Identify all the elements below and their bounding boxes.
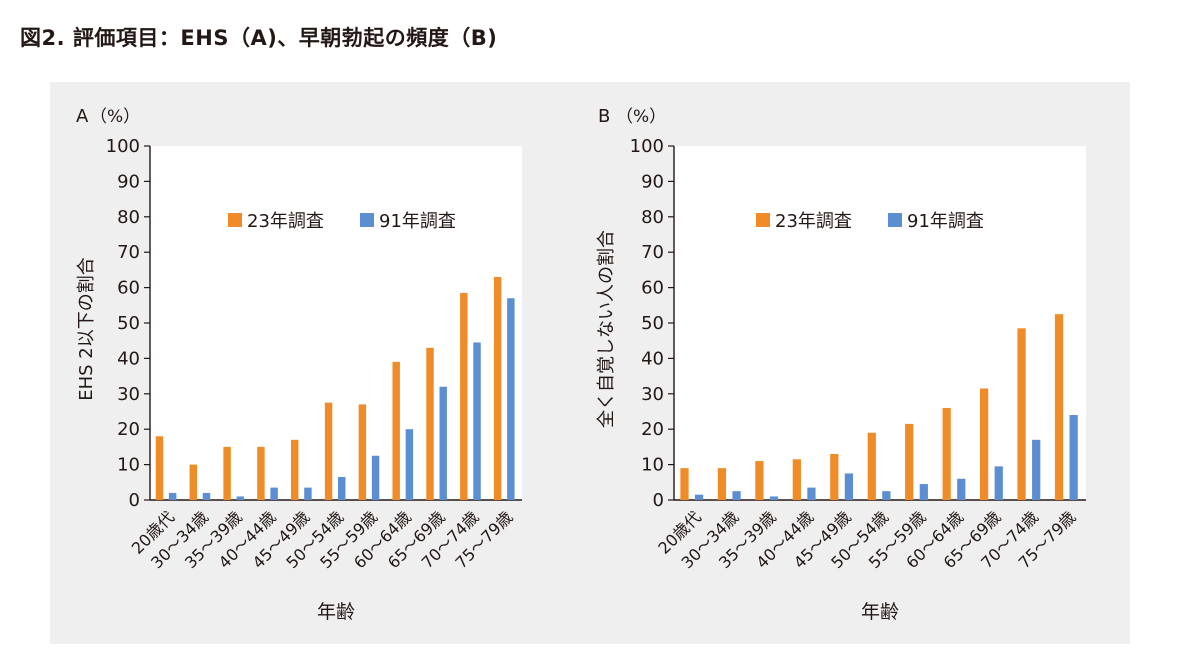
figure-title: 図2. 評価項目：EHS（A)、早朝勃起の頻度（B): [20, 26, 498, 50]
bar-series-2: [732, 491, 741, 500]
x-axis-title: 年齢: [317, 601, 355, 623]
plot-area: [674, 146, 1086, 500]
bar-series-1: [155, 436, 164, 500]
legend-swatch: [888, 213, 902, 227]
y-tick-label: 80: [117, 207, 140, 228]
bar-series-2: [882, 491, 891, 500]
bar-series-2: [694, 494, 704, 500]
bar-series-2: [405, 429, 414, 500]
bar-series-1: [905, 423, 914, 500]
x-axis-title: 年齢: [861, 601, 899, 623]
y-tick-label: 50: [641, 313, 664, 334]
y-tick-label: 90: [117, 171, 140, 192]
bar-series-2: [1032, 439, 1041, 500]
bar-series-1: [792, 459, 801, 500]
y-tick-label: 70: [641, 242, 664, 263]
bar-series-2: [338, 476, 346, 500]
y-tick-label: 60: [641, 278, 664, 299]
y-tick-label: 90: [641, 171, 664, 192]
unit-label: （%）: [616, 107, 666, 127]
bar-series-2: [371, 455, 380, 500]
bar-series-2: [168, 492, 177, 500]
bar-series-2: [1069, 415, 1078, 500]
bar-series-1: [493, 276, 502, 500]
y-tick-label: 20: [117, 419, 140, 440]
bar-series-1: [717, 468, 727, 500]
y-tick-label: 0: [653, 490, 664, 511]
y-tick-label: 80: [641, 207, 664, 228]
bar-series-1: [392, 361, 400, 500]
y-tick-label: 30: [117, 384, 140, 405]
legend-swatch: [756, 213, 770, 227]
panel-label: B: [598, 106, 610, 127]
y-tick-label: 70: [117, 242, 140, 263]
legend: 23年調査 91年調査: [756, 211, 984, 232]
bar-series-1: [755, 461, 764, 500]
legend: 23年調査 91年調査: [228, 211, 456, 232]
y-tick-label: 100: [630, 136, 664, 157]
legend-swatch: [228, 213, 242, 227]
bar-series-1: [189, 464, 198, 500]
unit-label: （%）: [90, 107, 140, 127]
bar-series-2: [507, 298, 515, 500]
figure-panel: A （%） 0 10 20 30 40 50 60 70 80 90 100 EHS 2以下の割合 20歳代…: [50, 82, 1130, 644]
legend-label: 91年調査: [907, 211, 984, 232]
legend-label: 91年調査: [379, 211, 456, 232]
bar-series-2: [473, 342, 481, 500]
bar-series-1: [358, 404, 367, 500]
y-tick-label: 40: [641, 348, 664, 369]
bar-series-2: [994, 466, 1003, 500]
legend-swatch: [360, 213, 374, 227]
chart-panel-b: B （%）0102030405060708090100全く自覚しない人の割合20歳…: [596, 106, 1086, 623]
bar-series-1: [460, 292, 468, 500]
y-tick-label: 20: [641, 419, 664, 440]
bar-series-1: [680, 468, 689, 500]
bar-series-1: [1054, 314, 1064, 500]
bar-series-1: [324, 402, 333, 500]
y-tick-label: 40: [117, 348, 140, 369]
bar-series-1: [867, 432, 876, 500]
bar-series-1: [942, 407, 951, 500]
bar-series-1: [223, 446, 231, 500]
bar-series-2: [202, 492, 211, 500]
bar-series-1: [257, 446, 265, 500]
y-axis-title: 全く自覚しない人の割合: [596, 230, 617, 428]
bar-series-1: [426, 347, 434, 500]
y-tick-label: 0: [129, 490, 140, 511]
bar-series-2: [270, 487, 278, 500]
bar-series-1: [291, 439, 299, 500]
y-tick-label: 50: [117, 313, 140, 334]
y-tick-label: 60: [117, 278, 140, 299]
y-tick-label: 10: [117, 455, 140, 476]
bar-series-2: [919, 484, 928, 500]
bar-series-2: [439, 386, 447, 500]
y-tick-label: 100: [106, 136, 140, 157]
bar-series-2: [769, 496, 779, 500]
y-axis-title: EHS 2以下の割合: [76, 257, 97, 401]
bar-series-2: [807, 487, 816, 500]
bar-series-2: [236, 496, 245, 500]
bar-series-2: [957, 478, 966, 500]
y-tick-label: 10: [641, 455, 664, 476]
y-tick-label: 30: [641, 384, 664, 405]
panel-label: A: [76, 106, 89, 127]
legend-label: 23年調査: [775, 211, 852, 232]
bar-series-1: [1017, 328, 1026, 500]
plot-area: [150, 146, 522, 500]
bar-series-1: [830, 453, 839, 500]
legend-label: 23年調査: [247, 211, 324, 232]
bar-series-2: [844, 473, 854, 500]
bar-series-2: [304, 487, 312, 500]
bar-series-1: [980, 388, 989, 500]
